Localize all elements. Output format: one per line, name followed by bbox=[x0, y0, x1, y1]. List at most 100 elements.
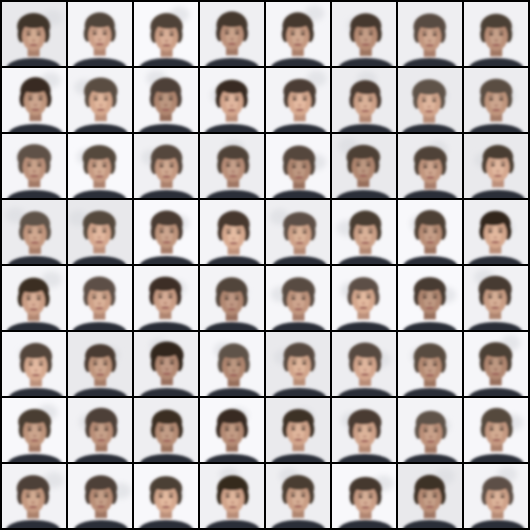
neck bbox=[489, 243, 502, 254]
brow-left bbox=[91, 227, 98, 230]
brow-right bbox=[37, 95, 44, 97]
face bbox=[138, 276, 192, 330]
face-highlight bbox=[95, 423, 108, 442]
neck bbox=[160, 375, 173, 386]
eye-left bbox=[488, 98, 494, 101]
brow-right bbox=[235, 228, 242, 231]
hair-fringe bbox=[221, 83, 246, 94]
neck bbox=[160, 243, 173, 254]
mouth bbox=[425, 374, 434, 377]
hair-fringe bbox=[156, 18, 181, 29]
face bbox=[403, 343, 457, 396]
mouth bbox=[425, 44, 434, 47]
brow-left bbox=[223, 95, 230, 98]
brow-right bbox=[497, 293, 504, 295]
eye-left bbox=[28, 363, 34, 366]
nose bbox=[363, 105, 368, 108]
eye-left bbox=[292, 362, 297, 365]
hair-fringe bbox=[152, 480, 177, 491]
eye-left bbox=[93, 98, 98, 101]
brow-right bbox=[168, 31, 175, 33]
shoulders bbox=[74, 520, 128, 528]
face bbox=[403, 146, 457, 198]
shoulders bbox=[140, 388, 194, 396]
brow-right bbox=[234, 492, 241, 495]
mouth bbox=[295, 372, 304, 376]
eye-left bbox=[226, 363, 231, 366]
nose bbox=[297, 237, 302, 240]
eye-left bbox=[94, 428, 99, 431]
face bbox=[337, 277, 390, 330]
eye-left bbox=[488, 362, 493, 365]
shoulders bbox=[139, 124, 193, 132]
face bbox=[468, 275, 522, 330]
eye-right bbox=[236, 231, 241, 234]
nose bbox=[494, 39, 498, 42]
brow-left bbox=[357, 96, 364, 99]
eye-left bbox=[226, 231, 231, 234]
face-image bbox=[200, 266, 264, 330]
face-image bbox=[464, 134, 528, 198]
face-image bbox=[200, 464, 264, 528]
face bbox=[72, 145, 126, 198]
brow-left bbox=[489, 161, 496, 164]
brow-left bbox=[92, 95, 99, 98]
face-image bbox=[398, 200, 462, 264]
face-highlight bbox=[226, 490, 239, 509]
face-highlight bbox=[293, 93, 306, 112]
hair-fringe bbox=[285, 413, 310, 424]
brow-left bbox=[92, 360, 99, 362]
neck bbox=[159, 309, 172, 320]
hair-fringe bbox=[155, 414, 180, 425]
brow-right bbox=[301, 163, 308, 165]
nose bbox=[363, 39, 368, 42]
neck bbox=[93, 309, 106, 320]
brow-right bbox=[168, 227, 175, 230]
eye-left bbox=[224, 297, 229, 301]
hair-fringe bbox=[418, 150, 443, 161]
brow-left bbox=[357, 360, 364, 362]
face-highlight bbox=[28, 159, 41, 178]
hair-fringe bbox=[349, 149, 374, 160]
eye-left bbox=[225, 495, 230, 498]
face-highlight bbox=[27, 292, 40, 311]
hair-fringe bbox=[23, 149, 48, 160]
face-highlight bbox=[226, 423, 239, 442]
face bbox=[206, 475, 260, 528]
face bbox=[469, 78, 523, 132]
nose bbox=[164, 171, 169, 174]
face-highlight bbox=[227, 159, 240, 178]
brow-right bbox=[168, 162, 175, 164]
face bbox=[272, 145, 326, 198]
neck bbox=[95, 441, 108, 452]
eye-left bbox=[487, 295, 493, 299]
face-highlight bbox=[160, 160, 173, 179]
brow-right bbox=[35, 295, 42, 297]
nose bbox=[164, 236, 169, 239]
face bbox=[139, 476, 193, 528]
mouth bbox=[294, 307, 303, 311]
eye-left bbox=[358, 99, 363, 102]
nose bbox=[31, 39, 36, 42]
eye-right bbox=[368, 32, 373, 36]
brow-right bbox=[299, 30, 306, 32]
mouth bbox=[425, 505, 434, 509]
brow-left bbox=[158, 426, 165, 428]
brow-right bbox=[301, 95, 308, 98]
nose bbox=[428, 236, 433, 239]
eye-left bbox=[159, 230, 164, 233]
neck bbox=[491, 508, 504, 519]
brow-right bbox=[367, 360, 374, 362]
hair-fringe bbox=[220, 17, 245, 28]
shoulders bbox=[271, 454, 325, 462]
face bbox=[72, 210, 126, 264]
mouth bbox=[361, 43, 370, 46]
eye-right bbox=[300, 32, 306, 36]
neck bbox=[424, 178, 437, 189]
neck bbox=[424, 243, 437, 254]
mouth bbox=[426, 440, 435, 443]
neck bbox=[293, 244, 306, 255]
mouth bbox=[293, 43, 302, 46]
face bbox=[7, 277, 61, 330]
face-highlight bbox=[160, 424, 173, 443]
